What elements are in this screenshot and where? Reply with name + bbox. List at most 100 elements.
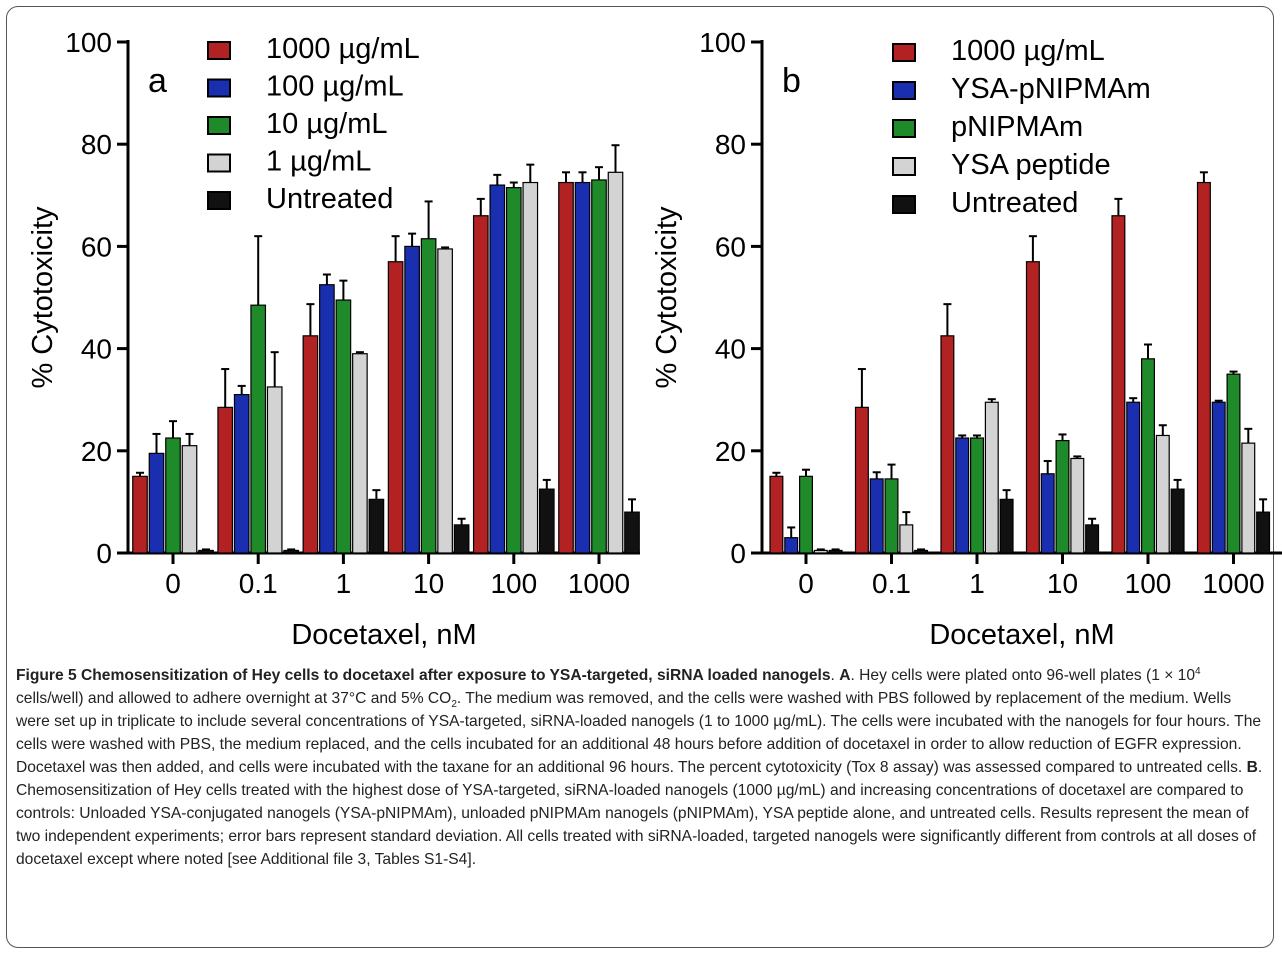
chart-panel-b: 0 20 40 60 80 100 % Cytotoxicity 0 0.1 1 10 100 1000… [651,27,1282,651]
bar [1040,473,1055,554]
bar [132,475,148,554]
bar [165,437,181,554]
bar [984,401,999,554]
x-tick-label: 0 [165,568,181,599]
y-tick-label: 40 [715,334,746,365]
bar [335,299,352,554]
bar [387,261,404,554]
panel-label: b [782,62,801,100]
legend-swatch [207,153,231,173]
bar [1055,439,1070,554]
bar [266,386,283,554]
chart-panel-a: 0 20 40 60 80 100 % Cytotoxicity 0 0.1 1 10 100 1000… [27,27,640,651]
legend-label: Untreated [951,187,1078,219]
x-tick-label: 10 [1047,568,1078,599]
bar [607,171,624,554]
bar [784,537,799,554]
x-tick-label: 100 [1125,568,1172,599]
caption-title: Chemosensitization of Hey cells to docet… [81,667,831,684]
bar [1211,401,1226,554]
bar [148,452,165,554]
bar [250,304,267,554]
bar [999,498,1014,554]
legend-label: pNIPMAm [951,111,1083,143]
bar [420,238,437,554]
caption-text-a3: . The medium was removed, and the cells … [16,690,1262,776]
legend-swatch [207,116,231,135]
y-axis-label: % Cytotoxicity [651,206,683,389]
bar [319,284,335,554]
caption-figure-label: Figure 5 [16,667,77,684]
legend-label: YSA-pNIPMAm [951,73,1151,105]
panel-label: a [148,62,167,100]
y-tick-label: 40 [81,334,112,365]
x-tick-label: 10 [413,568,444,599]
bar [914,549,929,554]
y-tick-label: 60 [715,231,746,262]
legend-label: 1000 µg/mL [951,35,1105,67]
caption-label-a: A [839,667,851,684]
x-axis-label: Docetaxel, nM [929,619,1114,651]
bar [302,335,319,554]
bar [899,524,914,554]
legend-swatch [892,195,916,214]
legend-label: 1 µg/mL [266,146,371,178]
figure-caption: Figure 5 Chemosensitization of Hey cells… [16,664,1266,871]
y-tick-label: 100 [699,27,746,58]
x-tick-label: 1 [969,568,985,599]
legend-label: YSA peptide [951,149,1111,181]
caption-text-a2: cells/well) and allowed to adhere overni… [16,690,452,707]
x-axis-label: Docetaxel, nM [291,619,476,651]
bar [1141,358,1156,554]
caption-text-a1: . Hey cells were plated onto 96-well pla… [850,667,1196,684]
x-tick-label: 1 [336,568,352,599]
bar [233,393,250,554]
y-tick-label: 0 [730,538,746,569]
x-tick-label: 1000 [1202,568,1264,599]
legend-swatch [892,119,916,138]
bar [368,498,385,554]
legend-swatch [892,157,916,176]
bar [813,549,828,554]
bar [217,406,234,554]
bar [181,445,198,554]
bar [1226,373,1241,554]
bar [591,179,607,554]
caption-sup-a: 4 [1195,665,1201,677]
bar [1170,488,1185,554]
bar [538,488,555,554]
bar [1025,261,1040,554]
caption-text-b: . Chemosensitization of Hey cells treate… [16,759,1263,868]
legend-swatch [207,191,231,210]
legend-swatch [207,41,231,60]
bar [1196,181,1211,554]
legend-swatch [207,78,231,98]
bar [955,437,970,554]
caption-label-b: B [1246,759,1258,776]
bar [1241,442,1256,554]
x-tick-label: 0.1 [872,568,911,599]
bar [1085,524,1100,554]
bar [505,187,522,554]
y-tick-label: 80 [81,129,112,160]
bar [404,245,420,554]
caption-sub-a: 2 [451,699,457,711]
bar [283,549,300,554]
y-tick-label: 100 [65,27,112,58]
bar [1126,401,1141,554]
bar [940,335,955,554]
bar [1155,434,1170,554]
bar [854,406,869,554]
bar [1256,511,1271,554]
bar [558,181,574,554]
x-tick-label: 1000 [568,568,630,599]
bar [1111,215,1126,554]
bar [1070,457,1085,554]
bar [799,475,814,554]
bar [489,184,506,554]
bar [198,549,214,554]
legend-label: Untreated [266,183,393,215]
y-tick-label: 80 [715,129,746,160]
y-tick-label: 20 [715,436,746,467]
bar [453,524,470,554]
